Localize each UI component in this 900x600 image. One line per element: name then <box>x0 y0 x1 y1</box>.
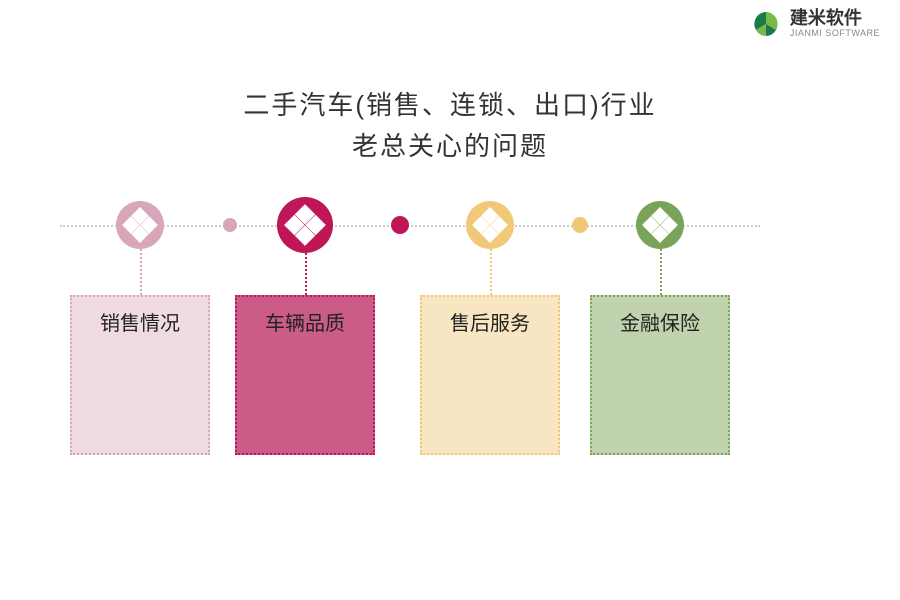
timeline-node-1 <box>277 197 333 253</box>
title-line-2: 老总关心的问题 <box>0 126 900 163</box>
timeline-node-3 <box>636 201 684 249</box>
info-card-3: 金融保险 <box>590 295 730 455</box>
info-card-label: 销售情况 <box>72 307 208 336</box>
connector-3 <box>660 249 662 295</box>
info-card-0: 销售情况 <box>70 295 210 455</box>
logo-name-cn: 建米软件 <box>790 9 880 29</box>
timeline-node-0 <box>116 201 164 249</box>
connector-1 <box>305 253 307 295</box>
brand-logo: 建米软件 JIANMI SOFTWARE <box>750 8 880 40</box>
page-title: 二手汽车(销售、连锁、出口)行业 老总关心的问题 <box>0 85 900 163</box>
info-card-label: 金融保险 <box>592 307 728 336</box>
info-card-label: 车辆品质 <box>237 307 373 336</box>
connector-0 <box>140 249 142 295</box>
timeline-node-2 <box>466 201 514 249</box>
title-line-1: 二手汽车(销售、连锁、出口)行业 <box>0 85 900 122</box>
logo-text: 建米软件 JIANMI SOFTWARE <box>790 9 880 39</box>
timeline-small-dot-1 <box>391 216 409 234</box>
logo-mark-icon <box>750 8 782 40</box>
info-card-2: 售后服务 <box>420 295 560 455</box>
info-card-1: 车辆品质 <box>235 295 375 455</box>
connector-2 <box>490 249 492 295</box>
timeline-small-dot-0 <box>223 218 237 232</box>
info-card-label: 售后服务 <box>422 307 558 336</box>
logo-name-en: JIANMI SOFTWARE <box>790 29 880 39</box>
timeline-small-dot-2 <box>572 217 588 233</box>
